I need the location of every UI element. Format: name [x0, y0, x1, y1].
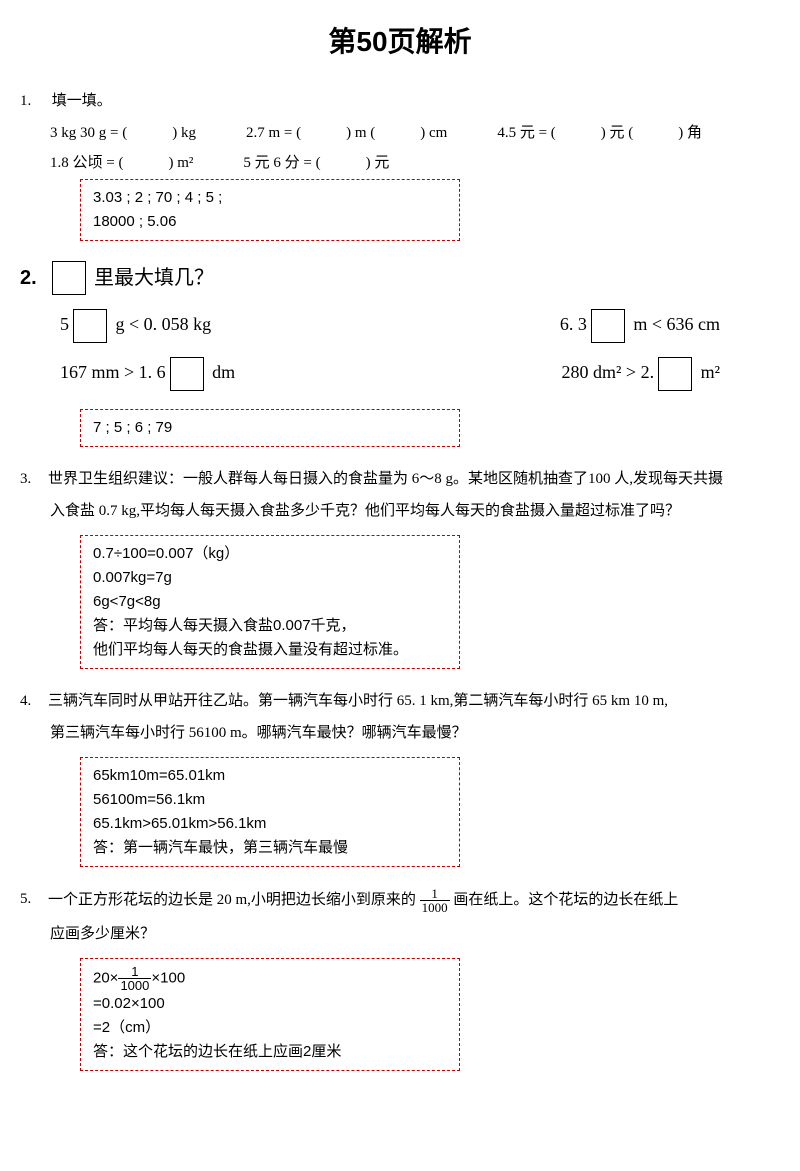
q1-answer-line2: 18000 ; 5.06: [93, 210, 447, 234]
q4-ans-2: 65.1km>65.01km>56.1km: [93, 812, 447, 836]
blank-box-icon: [591, 309, 625, 343]
q2b-post: m < 636 cm: [629, 314, 720, 334]
q3-ans-3: 答：平均每人每天摄入食盐0.007千克，: [93, 614, 447, 638]
q2-prompt: 里最大填几？: [94, 262, 214, 294]
q4-text1: 三辆汽车同时从甲站开往乙站。第一辆汽车每小时行 65. 1 km,第二辆汽车每小…: [48, 693, 668, 709]
q3-answer: 0.7÷100=0.007（kg） 0.007kg=7g 6g<7g<8g 答：…: [80, 535, 460, 669]
question-4: 4.三辆汽车同时从甲站开往乙站。第一辆汽车每小时行 65. 1 km,第二辆汽车…: [20, 689, 780, 873]
q1-item-d: 1.8 公顷 = ( ) m²: [50, 151, 193, 175]
q5-ans-pre: 20×: [93, 969, 118, 986]
question-3: 3.世界卫生组织建议：一般人群每人每日摄入的食盐量为 6～8 g。某地区随机抽查…: [20, 467, 780, 675]
q4-ans-0: 65km10m=65.01km: [93, 764, 447, 788]
blank-box-icon: [73, 309, 107, 343]
frac-d: 1000: [420, 901, 450, 914]
q3-num: 3.: [20, 467, 48, 491]
q5-num: 5.: [20, 887, 48, 911]
q4-ans-3: 答：第一辆汽车最快，第三辆汽车最慢: [93, 836, 447, 860]
q2-expr-a: 5 g < 0. 058 kg: [60, 309, 211, 343]
q1-num: 1.: [20, 89, 48, 113]
q5-text1b: 画在纸上。这个花坛的边长在纸上: [453, 892, 678, 908]
q1-item-a: 3 kg 30 g = ( ) kg: [50, 121, 196, 145]
q3-ans-2: 6g<7g<8g: [93, 590, 447, 614]
q2a-pre: 5: [60, 314, 69, 334]
q2-answer-line: 7 ; 5 ; 6 ; 79: [93, 416, 447, 440]
q2b-pre: 6. 3: [560, 314, 587, 334]
q5-ans-2: =2（cm）: [93, 1016, 447, 1040]
q5-text2: 应画多少厘米？: [20, 922, 780, 946]
question-5: 5.一个正方形花坛的边长是 20 m,小明把边长缩小到原来的 1 1000 画在…: [20, 887, 780, 1077]
q2-answer: 7 ; 5 ; 6 ; 79: [80, 409, 460, 447]
q2a-post: g < 0. 058 kg: [111, 314, 211, 334]
q3-ans-4: 他们平均每人每天的食盐摄入量没有超过标准。: [93, 638, 447, 662]
q5-answer: 20×11000×100 =0.02×100 =2（cm） 答：这个花坛的边长在…: [80, 958, 460, 1071]
blank-box-icon: [52, 261, 86, 295]
q1-item-e: 5 元 6 分 = ( ) 元: [243, 151, 389, 175]
question-2: 2. 里最大填几？ 5 g < 0. 058 kg 6. 3 m < 636 c…: [20, 261, 780, 453]
q1-answer-line1: 3.03 ; 2 ; 70 ; 4 ; 5 ;: [93, 186, 447, 210]
q3-text2: 入食盐 0.7 kg,平均每人每天摄入食盐多少千克？他们平均每人每天的食盐摄入量…: [20, 499, 780, 523]
q3-ans-0: 0.7÷100=0.007（kg）: [93, 542, 447, 566]
page-title: 第50页解析: [20, 20, 780, 65]
q5-ans-3: 答：这个花坛的边长在纸上应画2厘米: [93, 1040, 447, 1064]
q3-text1: 世界卫生组织建议：一般人群每人每日摄入的食盐量为 6～8 g。某地区随机抽查了1…: [48, 471, 723, 487]
blank-box-icon: [658, 357, 692, 391]
q5-ans-0: 20×11000×100: [93, 965, 447, 992]
q1-item-b: 2.7 m = ( ) m ( ) cm: [246, 121, 447, 145]
q5-ans-1: =0.02×100: [93, 992, 447, 1016]
q1-item-c: 4.5 元 = ( ) 元 ( ) 角: [497, 121, 702, 145]
q4-answer: 65km10m=65.01km 56100m=56.1km 65.1km>65.…: [80, 757, 460, 867]
q2-num: 2.: [20, 262, 48, 294]
q2-expr-d: 280 dm² > 2. m²: [562, 357, 720, 391]
q1-answer: 3.03 ; 2 ; 70 ; 4 ; 5 ; 18000 ; 5.06: [80, 179, 460, 241]
q2c-post: dm: [208, 362, 236, 382]
q4-num: 4.: [20, 689, 48, 713]
q5-ans-suf: ×100: [151, 969, 185, 986]
q2d-post: m²: [696, 362, 720, 382]
q2d-pre: 280 dm² > 2.: [562, 362, 655, 382]
q4-ans-1: 56100m=56.1km: [93, 788, 447, 812]
q5-text1a: 一个正方形花坛的边长是 20 m,小明把边长缩小到原来的: [48, 892, 416, 908]
q1-prompt: 填一填。: [52, 93, 112, 109]
frac-n: 1: [420, 887, 450, 901]
q2c-pre: 167 mm > 1. 6: [60, 362, 166, 382]
q2-expr-b: 6. 3 m < 636 cm: [560, 309, 720, 343]
q4-text2: 第三辆汽车每小时行 56100 m。哪辆汽车最快？哪辆汽车最慢？: [20, 721, 780, 745]
q3-ans-1: 0.007kg=7g: [93, 566, 447, 590]
question-1: 1. 填一填。 3 kg 30 g = ( ) kg 2.7 m = ( ) m…: [20, 89, 780, 247]
fraction-icon: 11000: [118, 965, 151, 992]
blank-box-icon: [170, 357, 204, 391]
q2-expr-c: 167 mm > 1. 6 dm: [60, 357, 235, 391]
fraction-icon: 1 1000: [420, 887, 450, 914]
ansfrac-d: 1000: [118, 979, 151, 992]
ansfrac-n: 1: [118, 965, 151, 979]
